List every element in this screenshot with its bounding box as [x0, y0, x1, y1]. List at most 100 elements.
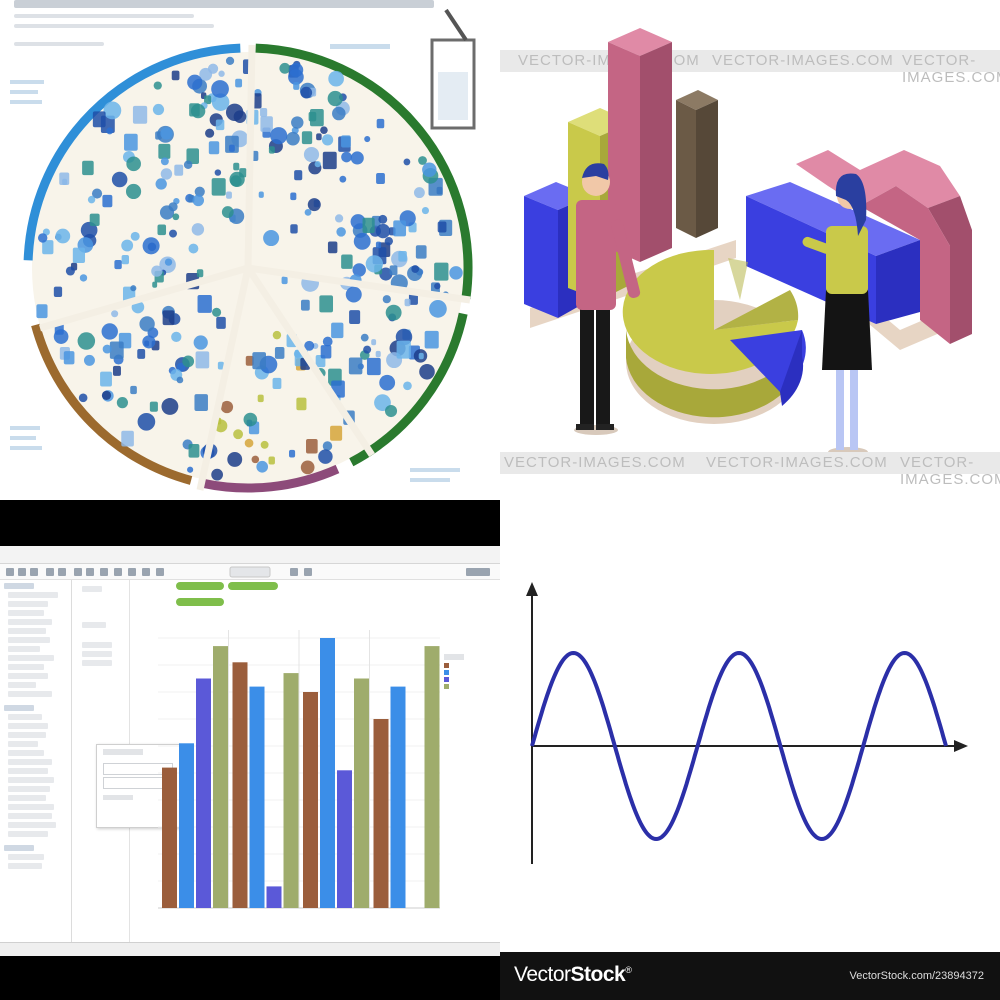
food-item: [194, 186, 205, 197]
food-item: [155, 178, 167, 190]
food-item: [243, 412, 258, 427]
food-item: [214, 169, 222, 176]
food-item: [106, 127, 114, 135]
food-item: [187, 466, 194, 473]
food-item: [304, 208, 312, 216]
food-item: [352, 263, 366, 277]
food-item: [137, 348, 146, 359]
food-item: [92, 111, 106, 128]
food-item: [274, 347, 285, 359]
food-item: [102, 194, 113, 208]
brown-block: [676, 90, 718, 238]
sine-wave-chart: [526, 582, 968, 864]
food-item: [102, 344, 112, 354]
food-item: [279, 62, 291, 74]
glass-icon: [430, 8, 476, 130]
wheel-section-3: [201, 464, 340, 493]
food-item: [114, 259, 122, 270]
food-item: [130, 231, 140, 241]
bar[interactable]: [283, 673, 299, 908]
food-item: [418, 156, 427, 165]
food-item: [422, 162, 437, 177]
bar[interactable]: [337, 770, 352, 908]
bar[interactable]: [162, 767, 177, 908]
bar[interactable]: [179, 743, 194, 908]
rows-pill[interactable]: [176, 598, 224, 606]
food-item: [268, 146, 275, 154]
food-items: [36, 56, 463, 481]
food-item: [374, 394, 391, 412]
bar[interactable]: [232, 662, 248, 908]
bar[interactable]: [213, 646, 228, 908]
bar[interactable]: [373, 719, 389, 908]
food-item: [376, 172, 385, 185]
bar[interactable]: [249, 686, 265, 908]
bar[interactable]: [390, 686, 406, 908]
bar[interactable]: [196, 678, 211, 909]
food-item: [233, 429, 244, 440]
food-item: [322, 441, 333, 451]
food-item: [385, 304, 402, 321]
food-item: [174, 164, 184, 176]
food-item: [87, 195, 96, 204]
columns-pill[interactable]: [176, 582, 224, 590]
food-item: [403, 381, 412, 391]
food-item: [111, 171, 128, 188]
food-item: [125, 183, 142, 200]
food-item: [294, 170, 303, 181]
food-item: [212, 307, 222, 317]
food-item: [341, 135, 351, 148]
bar-chart: [158, 630, 440, 909]
food-item: [101, 390, 112, 401]
toolbar-icons[interactable]: [0, 564, 500, 580]
menu-bar[interactable]: [0, 546, 500, 564]
food-item: [137, 412, 156, 431]
bar[interactable]: [303, 692, 318, 908]
food-item: [139, 316, 155, 332]
bar[interactable]: [266, 886, 282, 908]
food-item: [291, 116, 304, 129]
food-item: [421, 206, 430, 215]
x-axis-arrow: [954, 740, 968, 752]
bar[interactable]: [424, 646, 440, 908]
pink-zigzag-block: [796, 150, 972, 344]
food-item: [192, 194, 205, 207]
food-item: [336, 227, 346, 237]
food-item: [322, 336, 333, 347]
side-notes: [10, 44, 460, 482]
food-item: [263, 230, 280, 247]
food-item: [121, 239, 134, 252]
food-item: [169, 229, 177, 238]
sheet-tabs[interactable]: [0, 942, 500, 956]
toolbar[interactable]: [0, 564, 500, 580]
food-item: [116, 397, 129, 409]
food-item: [382, 295, 391, 304]
food-item: [225, 135, 239, 153]
food-item: [413, 187, 425, 199]
food-item: [301, 131, 313, 145]
food-item: [290, 224, 298, 234]
food-item: [77, 332, 96, 350]
food-item: [429, 300, 447, 318]
food-item: [319, 295, 334, 313]
food-item: [142, 237, 160, 255]
food-item: [339, 175, 347, 183]
food-item: [320, 126, 328, 134]
food-item: [226, 191, 232, 199]
food-item: [36, 304, 48, 319]
columns-pill[interactable]: [228, 582, 278, 590]
food-item: [171, 70, 180, 81]
food-item: [345, 286, 362, 303]
food-item: [211, 80, 229, 98]
food-item: [217, 361, 224, 370]
food-item: [112, 365, 121, 376]
food-item: [121, 430, 134, 447]
food-item: [424, 330, 439, 349]
food-item: [160, 157, 169, 166]
food-item: [330, 425, 343, 441]
bar[interactable]: [354, 678, 369, 909]
food-item: [235, 78, 243, 88]
food-item: [300, 460, 315, 475]
bar[interactable]: [320, 638, 335, 908]
food-item: [63, 351, 75, 365]
